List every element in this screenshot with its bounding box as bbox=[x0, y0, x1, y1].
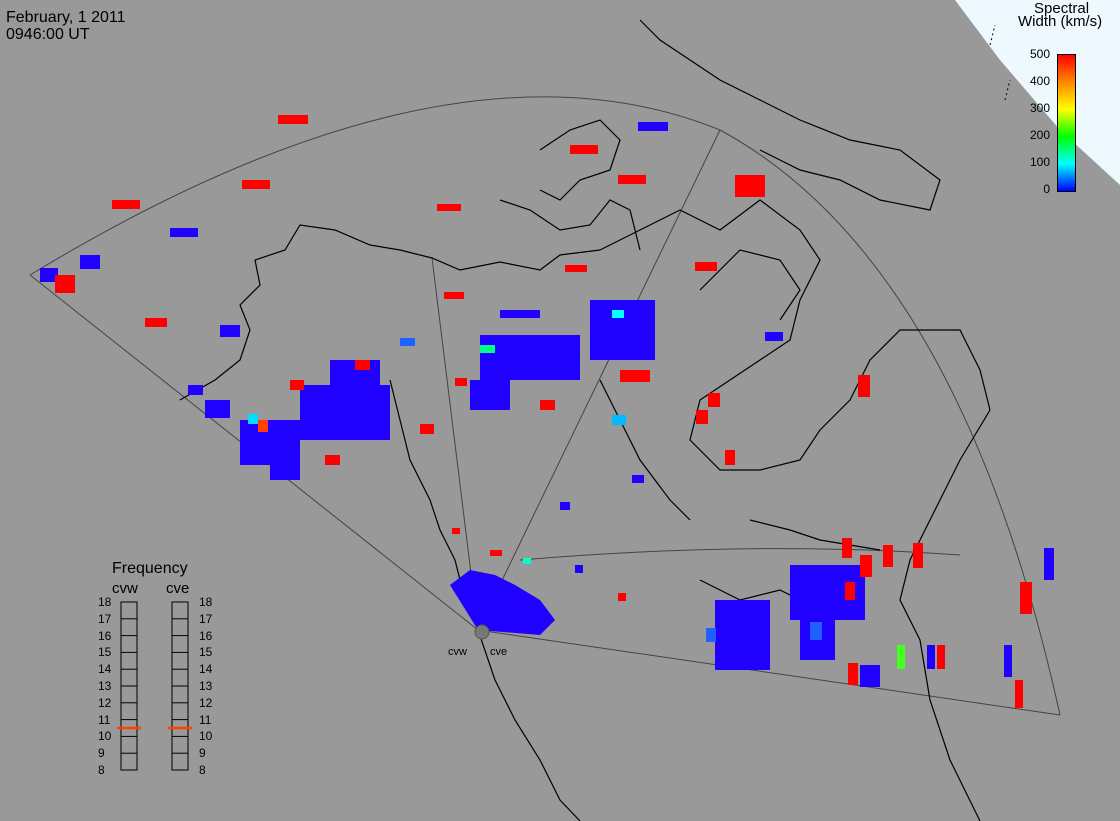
frequency-tick-left-18: 18 bbox=[98, 595, 112, 609]
frequency-tick-left-10: 10 bbox=[98, 729, 112, 744]
colorbar bbox=[1057, 54, 1076, 192]
frequency-tick-left-12: 12 bbox=[98, 695, 112, 710]
frequency-tick-right-15: 15 bbox=[199, 645, 213, 660]
field-of-view bbox=[29, 96, 1061, 716]
frequency-col-cvw-label: cvw bbox=[112, 580, 138, 597]
frequency-title: Frequency bbox=[112, 560, 188, 577]
frequency-tick-left-9: 9 bbox=[98, 746, 105, 761]
colorbar-title-line1: Spectral bbox=[1034, 0, 1090, 17]
time-label: 0946:00 UT bbox=[6, 26, 90, 43]
frequency-tick-left-15: 15 bbox=[98, 645, 112, 660]
frequency-tick-right-17: 17 bbox=[199, 611, 213, 626]
radar-echoes bbox=[40, 115, 1054, 708]
frequency-tick-left-17: 17 bbox=[98, 611, 112, 626]
frequency-col-cve-label: cve bbox=[166, 580, 190, 597]
frequency-tick-right-12: 12 bbox=[199, 695, 213, 710]
colorbar-tick-100: 100 bbox=[1029, 155, 1050, 169]
frequency-tick-left-11: 11 bbox=[98, 712, 111, 727]
coastlines bbox=[179, 19, 991, 821]
frequency-tick-left-13: 13 bbox=[98, 679, 112, 693]
radar-site-marker bbox=[474, 624, 490, 640]
terminator-line bbox=[989, 24, 1071, 151]
frequency-tick-right-18: 18 bbox=[199, 595, 213, 609]
colorbar-tick-500: 500 bbox=[1029, 47, 1050, 61]
date-label: February, 1 2011 bbox=[6, 9, 126, 26]
frequency-tick-right-10: 10 bbox=[199, 729, 213, 744]
site-label-cve: cve bbox=[490, 646, 508, 658]
colorbar-tick-400: 400 bbox=[1029, 74, 1050, 88]
frequency-tick-left-14: 14 bbox=[98, 662, 112, 677]
colorbar-tick-0: 0 bbox=[1043, 182, 1050, 196]
frequency-tick-right-9: 9 bbox=[199, 746, 206, 761]
colorbar-tick-200: 200 bbox=[1029, 128, 1050, 142]
colorbar-title-line2: Width (km/s) bbox=[1018, 13, 1103, 30]
frequency-tick-right-8: 8 bbox=[199, 763, 206, 777]
frequency-tick-right-11: 11 bbox=[199, 712, 212, 727]
frequency-tick-left-8: 8 bbox=[98, 763, 105, 777]
frequency-tick-right-13: 13 bbox=[199, 679, 213, 693]
colorbar-tick-300: 300 bbox=[1029, 101, 1050, 115]
daylight-region bbox=[955, 0, 1120, 185]
site-label-cvw: cvw bbox=[448, 646, 467, 658]
frequency-tick-right-16: 16 bbox=[199, 628, 213, 643]
frequency-tick-left-16: 16 bbox=[98, 628, 112, 643]
frequency-tick-right-14: 14 bbox=[199, 662, 213, 677]
